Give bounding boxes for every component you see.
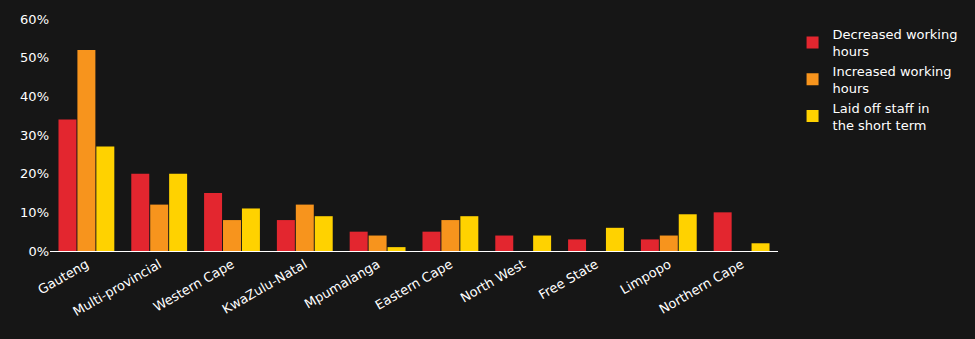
- svg-text:Decreased workinghours: Decreased workinghours: [833, 27, 958, 59]
- svg-text:Multi-provincial: Multi-provincial: [70, 256, 164, 319]
- svg-text:50%: 50%: [20, 50, 49, 65]
- svg-text:Laid off staff inthe short ter: Laid off staff inthe short term: [833, 101, 930, 133]
- svg-text:Eastern Cape: Eastern Cape: [372, 256, 455, 312]
- svg-text:Mpumalanga: Mpumalanga: [302, 256, 383, 311]
- svg-text:60%: 60%: [20, 12, 49, 27]
- svg-text:0%: 0%: [28, 244, 49, 259]
- svg-text:40%: 40%: [20, 89, 49, 104]
- svg-text:KwaZulu-Natal: KwaZulu-Natal: [220, 256, 310, 317]
- svg-text:Northern Cape: Northern Cape: [656, 256, 746, 317]
- svg-text:Free State: Free State: [536, 256, 601, 302]
- svg-text:30%: 30%: [20, 128, 49, 143]
- svg-text:Increased workinghours: Increased workinghours: [833, 64, 952, 96]
- svg-text:North West: North West: [458, 256, 528, 305]
- svg-text:Limpopo: Limpopo: [618, 256, 674, 297]
- svg-text:10%: 10%: [20, 205, 49, 220]
- svg-text:Western Cape: Western Cape: [151, 256, 237, 314]
- svg-text:20%: 20%: [20, 166, 49, 181]
- svg-text:Gauteng: Gauteng: [35, 256, 91, 297]
